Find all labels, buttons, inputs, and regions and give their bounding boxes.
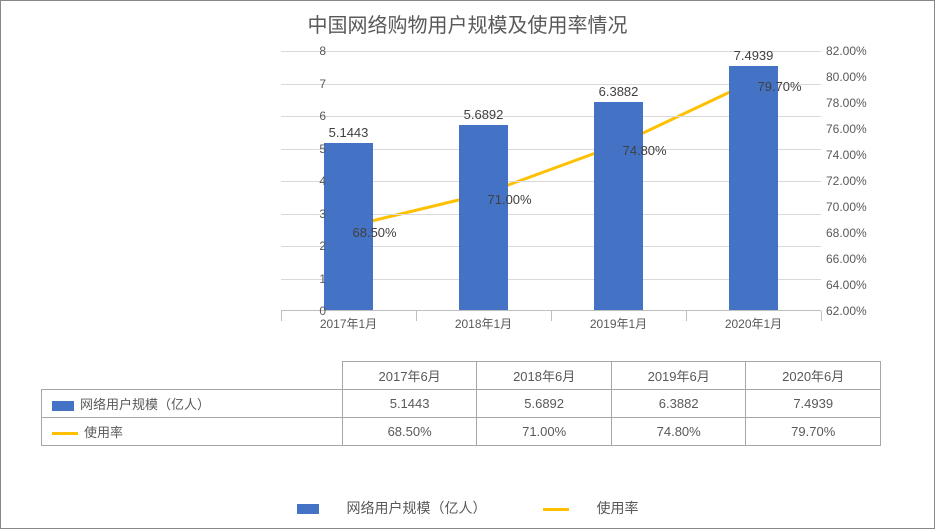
y-left-tick: 2: [301, 239, 326, 253]
y-left-tick: 6: [301, 109, 326, 123]
y-right-tick: 74.00%: [826, 148, 881, 162]
y-left-tick: 3: [301, 207, 326, 221]
table-col-header: 2017年6月: [342, 362, 477, 390]
y-right-tick: 64.00%: [826, 278, 881, 292]
bar: [459, 125, 508, 310]
line-value-label: 68.50%: [353, 225, 397, 240]
table-cell: 6.3882: [611, 390, 746, 418]
x-axis-label: 2017年1月: [320, 315, 377, 332]
table-col-header: 2020年6月: [746, 362, 881, 390]
x-axis: 2017年1月 2018年1月 2019年1月 2020年1月: [281, 311, 821, 331]
y-right-tick: 68.00%: [826, 226, 881, 240]
table-cell: 5.1443: [342, 390, 477, 418]
y-right-tick: 78.00%: [826, 96, 881, 110]
y-right-tick: 80.00%: [826, 70, 881, 84]
x-axis-label: 2018年1月: [455, 315, 512, 332]
line-value-label: 79.70%: [758, 79, 802, 94]
table-cell: 5.6892: [477, 390, 612, 418]
legend-label: 使用率: [597, 500, 639, 516]
x-tick-mark: [551, 311, 552, 321]
plot-area: 5.1443 5.6892 6.3882 7.4939 68.50% 71.00% 74.8…: [281, 51, 821, 311]
legend: 网络用户规模（亿人） 使用率: [1, 498, 934, 518]
chart-area: 5.1443 5.6892 6.3882 7.4939 68.50% 71.00% 74.8…: [251, 51, 871, 331]
table-cell: 68.50%: [342, 418, 477, 446]
table-cell: 7.4939: [746, 390, 881, 418]
data-table: 2017年6月2018年6月2019年6月2020年6月网络用户规模（亿人）5.…: [41, 361, 881, 446]
x-axis-label: 2019年1月: [590, 315, 647, 332]
line-swatch-icon: [52, 432, 78, 435]
series-name-cell: 网络用户规模（亿人）: [42, 390, 343, 418]
table-cell: 74.80%: [611, 418, 746, 446]
table-cell: 71.00%: [477, 418, 612, 446]
bar: [594, 102, 643, 310]
y-left-tick: 4: [301, 174, 326, 188]
bar-value-label: 5.6892: [464, 107, 504, 122]
table-col-header: 2018年6月: [477, 362, 612, 390]
legend-item: 网络用户规模（亿人）: [283, 500, 501, 516]
table-cell: 79.70%: [746, 418, 881, 446]
x-tick-mark: [821, 311, 822, 321]
bar-value-label: 6.3882: [599, 84, 639, 99]
y-right-tick: 72.00%: [826, 174, 881, 188]
bar: [729, 66, 778, 310]
table-row: 网络用户规模（亿人）5.14435.68926.38827.4939: [42, 390, 881, 418]
y-right-tick: 66.00%: [826, 252, 881, 266]
x-tick-mark: [686, 311, 687, 321]
y-left-tick: 0: [301, 304, 326, 318]
bar-swatch-icon: [297, 504, 319, 514]
y-right-tick: 82.00%: [826, 44, 881, 58]
bar-value-label: 7.4939: [734, 48, 774, 63]
x-tick-mark: [281, 311, 282, 321]
line-value-label: 71.00%: [488, 192, 532, 207]
y-right-tick: 62.00%: [826, 304, 881, 318]
line-series: [349, 81, 754, 227]
x-tick-mark: [416, 311, 417, 321]
bar-swatch-icon: [52, 401, 74, 411]
y-right-tick: 70.00%: [826, 200, 881, 214]
legend-label: 网络用户规模（亿人）: [347, 500, 487, 516]
y-left-tick: 8: [301, 44, 326, 58]
chart-frame: 中国网络购物用户规模及使用率情况 5.14435.68926.38827.493…: [0, 0, 935, 529]
bar-value-label: 5.1443: [329, 125, 369, 140]
line-value-label: 74.80%: [623, 143, 667, 158]
y-left-tick: 7: [301, 77, 326, 91]
y-right-tick: 76.00%: [826, 122, 881, 136]
table-col-header: 2019年6月: [611, 362, 746, 390]
table-row: 使用率68.50%71.00%74.80%79.70%: [42, 418, 881, 446]
series-name-cell: 使用率: [42, 418, 343, 446]
x-axis-label: 2020年1月: [725, 315, 782, 332]
chart-title: 中国网络购物用户规模及使用率情况: [1, 1, 934, 38]
y-left-tick: 5: [301, 142, 326, 156]
y-left-tick: 1: [301, 272, 326, 286]
line-swatch-icon: [543, 508, 569, 511]
legend-item: 使用率: [529, 500, 653, 516]
